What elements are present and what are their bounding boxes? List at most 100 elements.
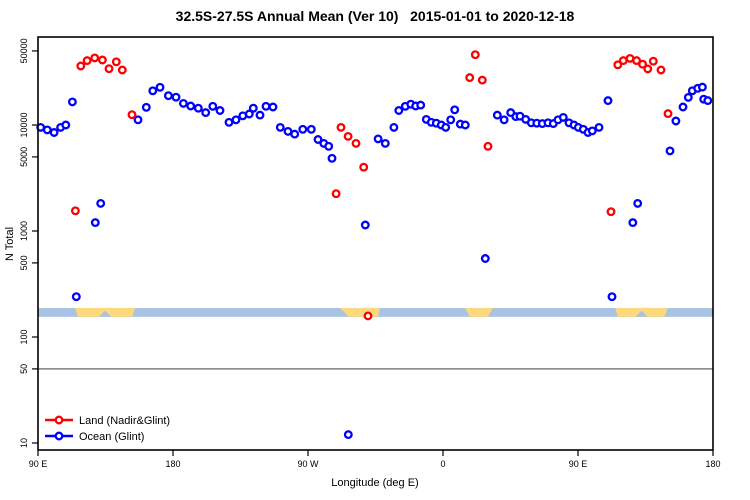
- data-point-ocean: [633, 198, 643, 208]
- data-point-ocean: [133, 115, 143, 125]
- legend-entry-land: Land (Nadir&Glint): [45, 415, 170, 427]
- x-tick-label: 0: [440, 459, 445, 469]
- y-tick-label: 5000: [19, 147, 29, 167]
- data-point-ocean: [683, 92, 693, 102]
- data-point-ocean: [678, 102, 688, 112]
- data-point-ocean: [224, 117, 234, 127]
- data-point-ocean: [42, 125, 52, 135]
- data-point-ocean: [163, 91, 173, 101]
- plot-border: [37, 36, 714, 451]
- map-strip: [38, 307, 713, 317]
- data-point-ocean: [499, 115, 509, 125]
- ocean-points-group: [36, 82, 713, 440]
- data-point-ocean: [155, 82, 165, 92]
- data-point-ocean: [96, 198, 106, 208]
- data-point-ocean: [665, 146, 675, 156]
- data-point-ocean: [389, 122, 399, 132]
- data-point-land: [90, 53, 100, 63]
- legend-entry-ocean: Ocean (Glint): [45, 431, 144, 443]
- data-point-land: [643, 64, 653, 74]
- data-point-land: [465, 73, 475, 83]
- y-tick-label: 500: [19, 255, 29, 270]
- data-point-land: [104, 64, 114, 74]
- data-point-ocean: [607, 292, 617, 302]
- data-point-ocean: [558, 112, 568, 122]
- data-point-land: [656, 65, 666, 75]
- legend-marker-land-icon: [54, 415, 64, 425]
- data-point-ocean: [261, 101, 271, 111]
- data-point-ocean: [275, 122, 285, 132]
- y-axis-title: N Total: [4, 227, 16, 261]
- axes-group: 90 E 180 90 W 0 90 E 180 10 50 100 500 1000 5000 100…: [19, 36, 721, 469]
- legend-label-ocean: Ocean (Glint): [79, 431, 144, 443]
- data-point-ocean: [248, 103, 258, 113]
- x-tick-label: 90 W: [297, 459, 319, 469]
- y-tick-label: 10: [19, 438, 29, 448]
- data-point-ocean: [231, 115, 241, 125]
- data-point-land: [70, 206, 80, 216]
- data-point-ocean: [255, 110, 265, 120]
- data-point-land: [343, 131, 353, 141]
- data-point-ocean: [450, 105, 460, 115]
- legend: Land (Nadir&Glint) Ocean (Glint): [45, 415, 170, 443]
- data-point-land: [606, 207, 616, 217]
- data-point-ocean: [178, 98, 188, 108]
- data-point-land: [82, 56, 92, 66]
- data-point-ocean: [193, 103, 203, 113]
- data-point-land: [663, 109, 673, 119]
- data-point-ocean: [492, 110, 502, 120]
- data-point-land: [351, 138, 361, 148]
- data-point-ocean: [416, 100, 426, 110]
- data-point-ocean: [671, 116, 681, 126]
- data-point-land: [638, 59, 648, 69]
- data-point-ocean: [697, 82, 707, 92]
- data-point-land: [483, 141, 493, 151]
- data-point-ocean: [324, 141, 334, 151]
- data-point-ocean: [268, 102, 278, 112]
- data-point-ocean: [460, 120, 470, 130]
- data-point-ocean: [394, 106, 404, 115]
- data-point-ocean: [703, 96, 713, 106]
- data-point-ocean: [594, 122, 604, 132]
- data-point-ocean: [313, 135, 323, 144]
- data-point-land: [632, 56, 642, 66]
- data-point-land: [336, 122, 346, 132]
- data-point-land: [477, 75, 487, 85]
- data-point-ocean: [587, 126, 597, 136]
- data-point-land: [97, 55, 107, 65]
- data-point-ocean: [67, 97, 77, 107]
- data-point-ocean: [49, 128, 59, 137]
- data-point-land: [470, 50, 480, 60]
- map-strip-land: [465, 307, 493, 317]
- data-point-land: [613, 60, 623, 70]
- data-point-ocean: [628, 218, 638, 228]
- data-point-ocean: [171, 92, 181, 102]
- data-point-land: [648, 56, 658, 66]
- legend-label-land: Land (Nadir&Glint): [79, 415, 170, 427]
- x-tick-label: 180: [165, 459, 180, 469]
- y-tick-label: 50: [19, 364, 29, 374]
- x-tick-label: 90 E: [29, 459, 48, 469]
- data-point-ocean: [215, 106, 225, 115]
- land-points-group: [70, 50, 673, 321]
- data-point-land: [359, 162, 369, 172]
- legend-marker-ocean-icon: [54, 431, 64, 441]
- x-axis-title: Longitude (deg E): [331, 477, 418, 489]
- x-tick-label: 90 E: [569, 459, 588, 469]
- data-point-ocean: [71, 292, 81, 302]
- y-tick-label: 1000: [19, 221, 29, 241]
- data-point-land: [76, 61, 86, 71]
- data-point-ocean: [141, 102, 151, 112]
- data-point-land: [111, 57, 121, 67]
- data-point-ocean: [244, 109, 254, 119]
- y-tick-label: 10000: [19, 112, 29, 137]
- y-tick-label: 50000: [19, 38, 29, 63]
- data-point-ocean: [441, 122, 451, 132]
- data-point-ocean: [298, 124, 308, 134]
- data-point-ocean: [380, 138, 390, 148]
- data-point-land: [127, 110, 137, 120]
- data-point-land: [363, 311, 373, 321]
- data-point-ocean: [360, 220, 370, 230]
